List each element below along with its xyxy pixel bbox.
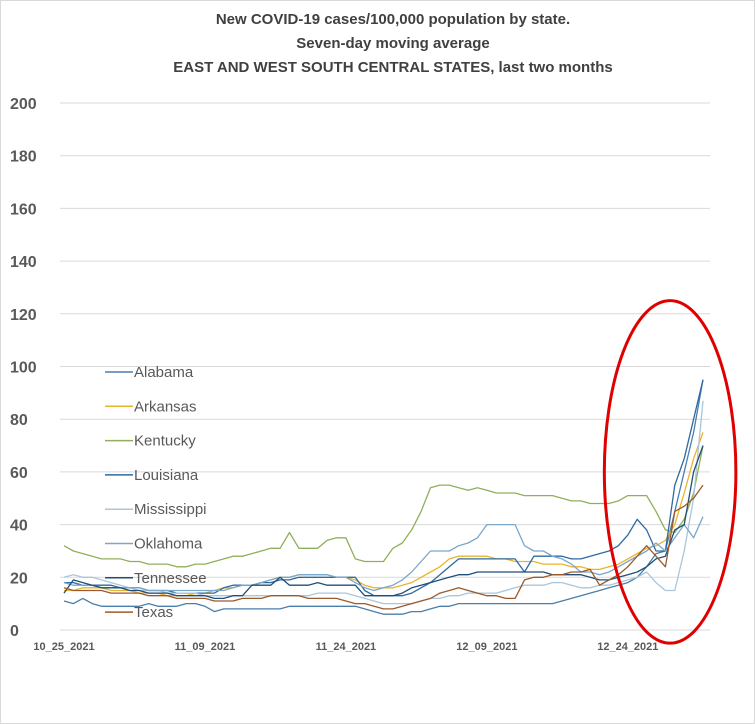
x-tick-label: 11_09_2021 xyxy=(175,641,236,653)
series-lines xyxy=(63,379,704,615)
y-tick-label: 80 xyxy=(10,412,28,429)
legend-label: Alabama xyxy=(134,364,194,381)
y-tick-label: 40 xyxy=(10,518,28,535)
y-tick-label: 60 xyxy=(10,465,28,482)
legend-label: Oklahoma xyxy=(134,536,203,553)
legend-item-arkansas: Arkansas xyxy=(105,398,197,415)
series-line-oklahoma xyxy=(63,516,704,592)
y-tick-label: 20 xyxy=(10,570,28,587)
legend: Alabama Arkansas Kentucky Louisiana Mississi… xyxy=(105,364,207,621)
legend-item-alabama: Alabama xyxy=(105,364,194,381)
legend-item-texas: Texas xyxy=(105,604,173,621)
chart-title-line-1: New COVID-19 cases/100,000 population by… xyxy=(216,11,570,28)
series-line-kentucky xyxy=(63,445,704,568)
y-tick-label: 100 xyxy=(10,360,37,377)
legend-item-louisiana: Louisiana xyxy=(105,467,199,484)
legend-item-tennessee: Tennessee xyxy=(105,570,207,587)
x-axis-ticks: 10_25_2021 11_09_2021 11_24_2021 12_09_2021… xyxy=(33,641,658,653)
x-tick-label: 12_09_2021 xyxy=(456,641,517,653)
legend-label: Arkansas xyxy=(134,398,197,415)
legend-item-mississippi: Mississippi xyxy=(105,501,207,518)
legend-label: Mississippi xyxy=(134,501,207,518)
legend-item-kentucky: Kentucky xyxy=(105,433,196,450)
chart-title-line-2: Seven-day moving average xyxy=(296,35,489,52)
highlight-ellipse xyxy=(602,299,738,645)
series-line-mississippi xyxy=(63,400,704,605)
series-line-texas xyxy=(63,484,704,610)
y-tick-label: 200 xyxy=(10,96,37,113)
gridlines xyxy=(60,102,710,631)
y-axis-ticks: 0 20 40 60 80 100 120 140 160 180 200 xyxy=(10,96,37,640)
y-tick-label: 140 xyxy=(10,254,37,271)
series-line-alabama xyxy=(63,379,704,615)
y-tick-label: 120 xyxy=(10,307,37,324)
chart-title-line-3: EAST AND WEST SOUTH CENTRAL STATES, last… xyxy=(173,59,612,76)
legend-label: Texas xyxy=(134,604,173,621)
legend-label: Tennessee xyxy=(134,570,207,587)
y-tick-label: 160 xyxy=(10,201,37,218)
x-tick-label: 11_24_2021 xyxy=(316,641,377,653)
legend-label: Kentucky xyxy=(134,433,196,450)
legend-item-oklahoma: Oklahoma xyxy=(105,536,203,553)
x-tick-label: 12_24_2021 xyxy=(597,641,658,653)
annotation xyxy=(602,299,738,645)
legend-label: Louisiana xyxy=(134,467,199,484)
y-tick-label: 0 xyxy=(10,623,19,640)
y-tick-label: 180 xyxy=(10,149,37,166)
x-tick-label: 10_25_2021 xyxy=(33,641,94,653)
